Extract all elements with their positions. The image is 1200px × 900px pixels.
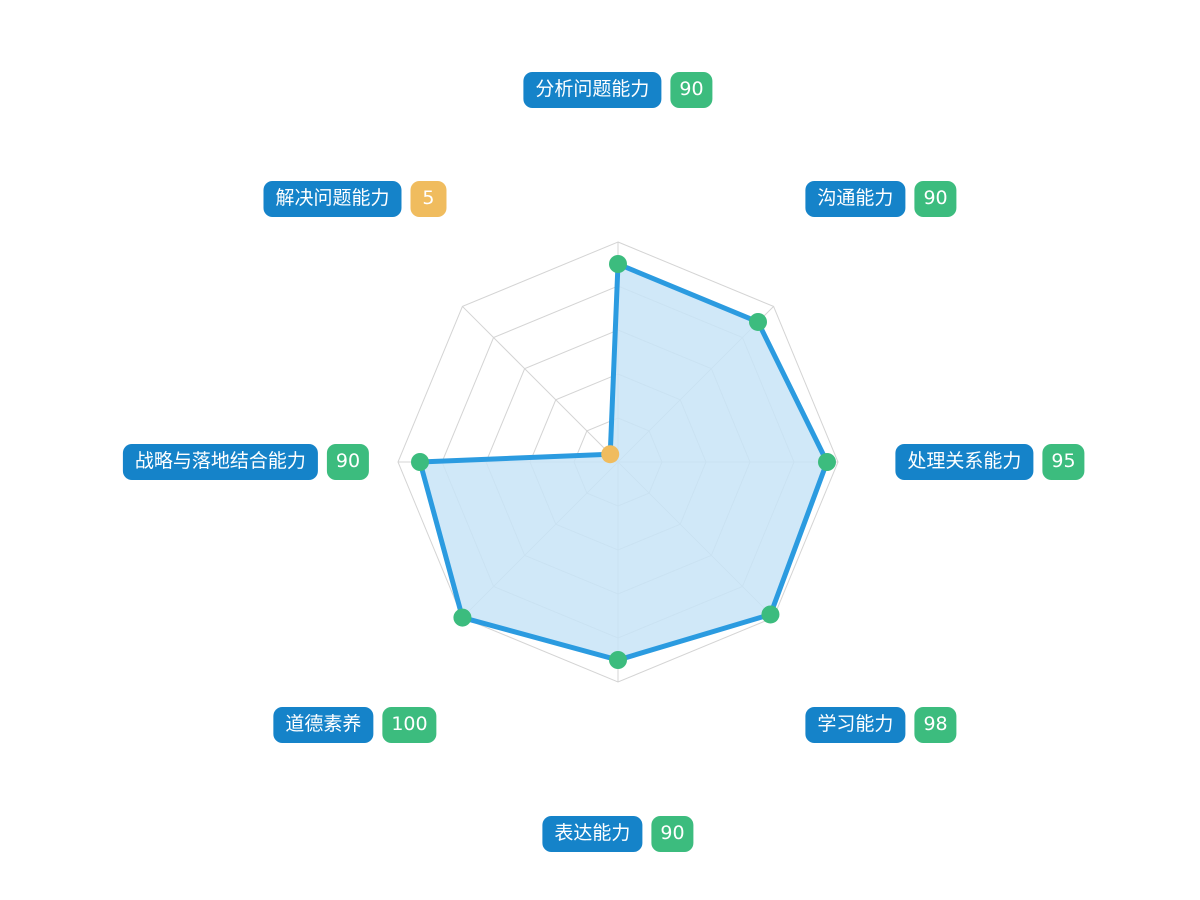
value-badge: 90 — [914, 181, 956, 217]
axis-label: 道德素养 — [273, 707, 373, 743]
axis-label: 解决问题能力 — [263, 181, 401, 217]
axis-group-0: 分析问题能力 90 — [523, 72, 712, 108]
value-badge: 90 — [651, 816, 693, 852]
axis-group-6: 战略与落地结合能力 90 — [123, 444, 369, 480]
data-point — [609, 255, 627, 273]
data-point — [761, 605, 779, 623]
value-badge: 90 — [670, 72, 712, 108]
axis-group-4: 表达能力 90 — [542, 816, 693, 852]
value-badge: 95 — [1042, 444, 1084, 480]
axis-group-3: 学习能力 98 — [805, 707, 956, 743]
axis-spoke — [462, 306, 618, 462]
axis-group-2: 处理关系能力 95 — [895, 444, 1084, 480]
data-point — [411, 453, 429, 471]
data-point — [601, 445, 619, 463]
data-point — [453, 609, 471, 627]
axis-label: 分析问题能力 — [523, 72, 661, 108]
value-badge: 100 — [382, 707, 436, 743]
data-point — [749, 313, 767, 331]
value-badge: 98 — [914, 707, 956, 743]
axis-label: 表达能力 — [542, 816, 642, 852]
axis-label: 沟通能力 — [805, 181, 905, 217]
axis-group-7: 解决问题能力 5 — [263, 181, 446, 217]
axis-label: 处理关系能力 — [895, 444, 1033, 480]
data-point — [818, 453, 836, 471]
value-badge: 90 — [327, 444, 369, 480]
data-point — [609, 651, 627, 669]
axis-label: 战略与落地结合能力 — [123, 444, 318, 480]
value-badge: 5 — [410, 181, 446, 217]
axis-group-5: 道德素养 100 — [273, 707, 436, 743]
axis-group-1: 沟通能力 90 — [805, 181, 956, 217]
axis-label: 学习能力 — [805, 707, 905, 743]
